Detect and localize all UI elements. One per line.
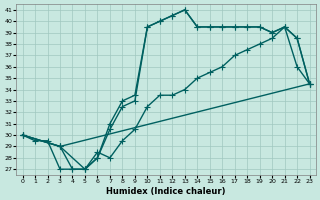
X-axis label: Humidex (Indice chaleur): Humidex (Indice chaleur) — [106, 187, 226, 196]
